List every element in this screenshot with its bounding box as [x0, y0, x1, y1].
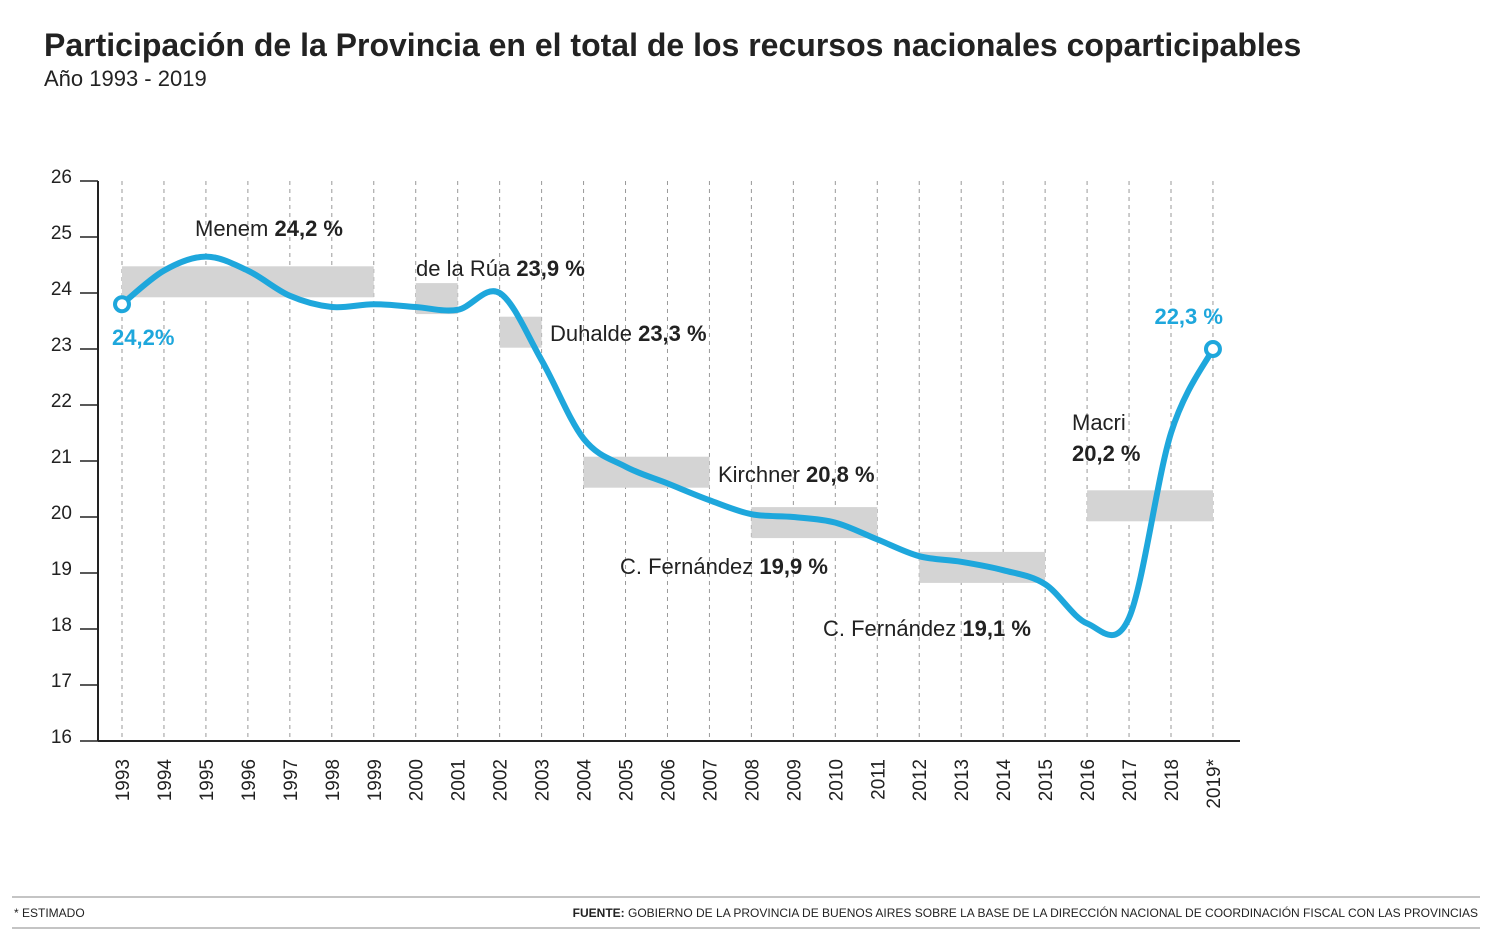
x-tick-label: 2009 — [784, 759, 805, 801]
x-tick-label: 1997 — [281, 759, 302, 801]
period-name: Macri — [1072, 410, 1126, 435]
x-tick-label: 1994 — [155, 759, 176, 802]
y-tick-label: 22 — [51, 391, 72, 412]
x-tick-label: 2006 — [658, 759, 679, 801]
x-tick-label: 2013 — [952, 759, 973, 801]
y-tick-label: 20 — [51, 503, 72, 524]
period-name: Duhalde — [550, 321, 632, 346]
period-name: Menem — [195, 216, 268, 241]
source-label: FUENTE: — [573, 906, 625, 920]
x-tick-label: 2015 — [1036, 759, 1057, 801]
x-tick-label: 2004 — [575, 759, 596, 802]
x-tick-label: 2010 — [826, 759, 847, 801]
y-tick-label: 19 — [51, 559, 72, 580]
period-name: C. Fernández — [823, 616, 956, 641]
period-label: C. Fernández 19,1 % — [823, 616, 1031, 641]
y-tick-label: 23 — [51, 335, 72, 356]
chart-subtitle: Año 1993 - 2019 — [44, 66, 207, 91]
source: FUENTE: GOBIERNO DE LA PROVINCIA DE BUEN… — [573, 905, 1478, 920]
x-tick-label: 1993 — [113, 759, 134, 801]
period-label: de la Rúa 23,9 % — [416, 256, 585, 281]
x-tick-label: 2014 — [994, 759, 1015, 802]
x-tick-label: 2007 — [700, 759, 721, 801]
footnote: * ESTIMADO — [14, 906, 85, 920]
end-label: 22,3 % — [1154, 304, 1223, 329]
period-label: Duhalde 23,3 % — [550, 321, 707, 346]
period-name: de la Rúa — [416, 256, 511, 281]
y-tick-label: 25 — [51, 223, 72, 244]
x-tick-label: 2018 — [1162, 759, 1183, 801]
y-tick-label: 24 — [51, 279, 73, 300]
period-value: 24,2 % — [274, 216, 343, 241]
period-label: Macri 20,2 % — [1072, 410, 1141, 466]
period-label: Kirchner 20,8 % — [718, 462, 875, 487]
period-label: Menem 24,2 % — [195, 216, 343, 241]
period-band — [583, 456, 710, 488]
x-tick-label: 2005 — [617, 759, 638, 801]
y-tick-label: 21 — [51, 447, 72, 468]
y-tick-label: 26 — [51, 167, 72, 188]
x-tick-label: 2002 — [491, 759, 512, 801]
period-value: 23,3 % — [638, 321, 707, 346]
x-tick-label: 1996 — [239, 759, 260, 801]
y-tick-label: 16 — [51, 727, 72, 748]
period-label: C. Fernández 19,9 % — [620, 554, 828, 579]
y-tick-label: 17 — [51, 671, 72, 692]
x-tick-label: 2019* — [1204, 758, 1225, 808]
x-tick-label: 2000 — [407, 759, 428, 801]
start-label: 24,2% — [112, 325, 174, 350]
x-tick-label: 2016 — [1078, 759, 1099, 801]
period-value: 20,8 % — [806, 462, 875, 487]
period-value: 23,9 % — [516, 256, 585, 281]
start-point — [113, 295, 131, 314]
x-tick-label: 1998 — [323, 759, 344, 801]
x-tick-label: 2001 — [449, 759, 470, 801]
x-tick-label: 2008 — [742, 759, 763, 801]
x-tick-label: 1999 — [365, 759, 386, 801]
x-tick-label: 2012 — [910, 759, 931, 801]
y-tick-label: 18 — [51, 615, 72, 636]
end-point — [1203, 340, 1222, 358]
period-value: 20,2 % — [1072, 441, 1141, 466]
source-text: GOBIERNO DE LA PROVINCIA DE BUENOS AIRES… — [628, 905, 1478, 920]
period-value: 19,9 % — [759, 554, 828, 579]
period-name: C. Fernández — [620, 554, 753, 579]
x-tick-label: 1995 — [197, 759, 218, 801]
series-line — [119, 253, 1216, 639]
x-tick-label: 2011 — [868, 759, 889, 800]
x-tick-label: 2003 — [533, 759, 554, 801]
chart-title: Participación de la Provincia en el tota… — [44, 27, 1301, 63]
period-name: Kirchner — [718, 462, 800, 487]
period-value: 19,1 % — [962, 616, 1031, 641]
x-tick-label: 2017 — [1120, 759, 1141, 801]
